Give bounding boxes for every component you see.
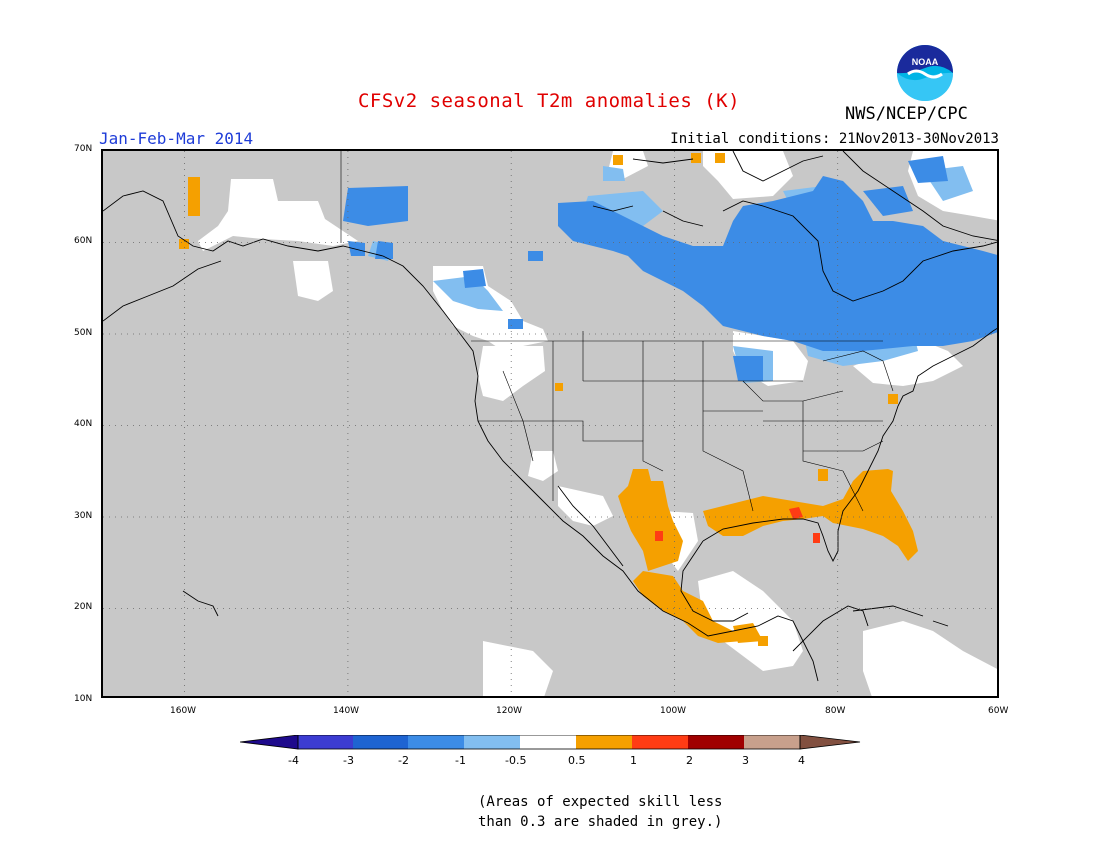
anomaly-map xyxy=(101,149,999,698)
skill-note-line: than 0.3 are shaded in grey.) xyxy=(478,814,723,830)
colorbar-label: -0.5 xyxy=(505,754,527,767)
lat-label: 20N xyxy=(74,602,93,612)
lat-label: 70N xyxy=(74,144,93,154)
lat-label: 50N xyxy=(74,328,93,338)
colorbar-bin xyxy=(688,735,744,749)
forecast-period: Jan-Feb-Mar 2014 xyxy=(99,129,254,148)
anomaly-red xyxy=(655,507,820,543)
colorbar-label: -1 xyxy=(455,754,466,767)
colorbar-bin xyxy=(464,735,520,749)
colorbar-label: 4 xyxy=(798,754,805,767)
lon-label: 120W xyxy=(496,706,523,716)
colorbar-bin xyxy=(576,735,632,749)
colorbar-bin xyxy=(520,735,576,749)
anomaly-blue xyxy=(343,156,997,381)
lon-label: 160W xyxy=(170,706,197,716)
lat-label: 10N xyxy=(74,694,93,704)
colorbar-bin xyxy=(353,735,408,749)
lon-label: 100W xyxy=(660,706,687,716)
colorbar-arrow-right xyxy=(800,735,860,749)
colorbar-arrow-left xyxy=(240,735,298,749)
colorbar-label: 3 xyxy=(742,754,749,767)
lat-label: 40N xyxy=(74,419,93,429)
agency-label: NWS/NCEP/CPC xyxy=(845,104,968,124)
colorbar xyxy=(240,735,861,750)
colorbar-label: 2 xyxy=(686,754,693,767)
colorbar-bin xyxy=(744,735,800,749)
colorbar-bin xyxy=(632,735,688,749)
colorbar-label: 1 xyxy=(630,754,637,767)
initial-conditions: Initial conditions: 21Nov2013-30Nov2013 xyxy=(670,131,999,147)
map-canvas xyxy=(103,151,997,696)
colorbar-bin xyxy=(298,735,353,749)
political-borders xyxy=(340,151,894,512)
colorbar-label: -3 xyxy=(343,754,354,767)
lon-label: 60W xyxy=(988,706,1009,716)
lon-label: 80W xyxy=(825,706,846,716)
lon-label: 140W xyxy=(333,706,360,716)
map-title: CFSv2 seasonal T2m anomalies (K) xyxy=(357,90,741,112)
lat-label: 60N xyxy=(74,236,93,246)
colorbar-bin xyxy=(408,735,464,749)
colorbar-label: -2 xyxy=(398,754,409,767)
skill-note: (Areas of expected skill less than 0.3 a… xyxy=(478,792,722,832)
skill-note-line: (Areas of expected skill less xyxy=(478,794,723,810)
colorbar-label: -4 xyxy=(288,754,299,767)
noaa-logo-text: NOAA xyxy=(912,57,939,67)
coastlines xyxy=(103,151,997,682)
noaa-logo: NOAA xyxy=(897,45,953,101)
colorbar-label: 0.5 xyxy=(568,754,586,767)
lat-label: 30N xyxy=(74,511,93,521)
